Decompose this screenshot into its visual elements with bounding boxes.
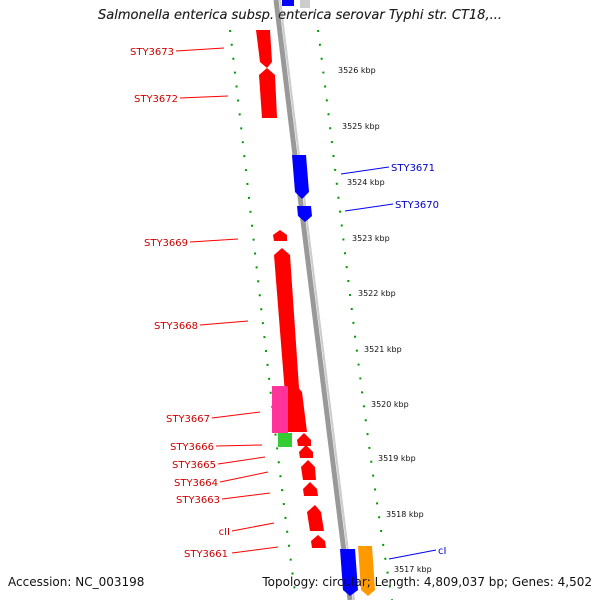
label-STY3665: STY3665 [172, 460, 216, 471]
genome-title: Salmonella enterica subsp. enterica sero… [98, 8, 502, 23]
gene-STY3663 [303, 482, 318, 496]
scale-tick: 3525 kbp [342, 122, 380, 131]
scale-tick: 3522 kbp [358, 289, 396, 298]
gene-STY3672 [259, 68, 277, 118]
scale-tick: 3517 kbp [394, 565, 432, 574]
scale-tick: 3524 kbp [347, 178, 385, 187]
gene-cI [340, 549, 358, 596]
label-STY3672: STY3672 [134, 94, 178, 105]
gene-STY3665 [299, 445, 313, 458]
gene-STY3664 [301, 460, 316, 480]
gene-top-blue [282, 0, 294, 6]
right-scale-dots [317, 29, 393, 600]
label-STY3670: STY3670 [395, 200, 439, 211]
label-STY3661: STY3661 [184, 549, 228, 560]
gene-STY3661 [311, 535, 326, 548]
genome-backbone-shade [279, 0, 355, 600]
gene-STY3667 [289, 385, 307, 432]
label-STY3668: STY3668 [154, 321, 198, 332]
scale-tick: 3526 kbp [338, 66, 376, 75]
right-connectors [340, 166, 437, 560]
gene-STY3666-green [278, 433, 292, 447]
gene-orange [358, 546, 375, 596]
label-STY3666: STY3666 [170, 442, 214, 453]
label-cI: cI [438, 546, 446, 557]
scale-tick: 3518 kbp [386, 510, 424, 519]
label-STY3673: STY3673 [130, 47, 174, 58]
label-STY3669: STY3669 [144, 238, 188, 249]
scale-tick: 3521 kbp [364, 345, 402, 354]
genome-summary: Topology: circular; Length: 4,809,037 bp… [262, 575, 592, 589]
gene-STY3666 [297, 433, 311, 446]
scale-tick: 3523 kbp [352, 234, 390, 243]
gene-top-grey [300, 0, 310, 8]
label-STY3664: STY3664 [174, 478, 218, 489]
gene-STY3671 [292, 155, 309, 199]
left-connectors [175, 47, 279, 554]
gene-STY3669 [273, 230, 287, 241]
scale-tick: 3519 kbp [378, 454, 416, 463]
genome-backbone [273, 0, 353, 600]
genome-title: Salmonella enterica subsp. enterica sero… [98, 8, 502, 23]
label-STY3671: STY3671 [391, 163, 435, 174]
gene-cII [307, 505, 324, 531]
label-STY3663: STY3663 [176, 495, 220, 506]
gene-STY3670 [297, 206, 312, 222]
accession-text: Accession: NC_003198 [8, 575, 145, 589]
scale-tick: 3520 kbp [371, 400, 409, 409]
label-cII: cII [219, 527, 230, 538]
label-STY3667: STY3667 [166, 414, 210, 425]
gene-STY3667-pink [272, 386, 288, 433]
gene-STY3673 [256, 30, 272, 68]
